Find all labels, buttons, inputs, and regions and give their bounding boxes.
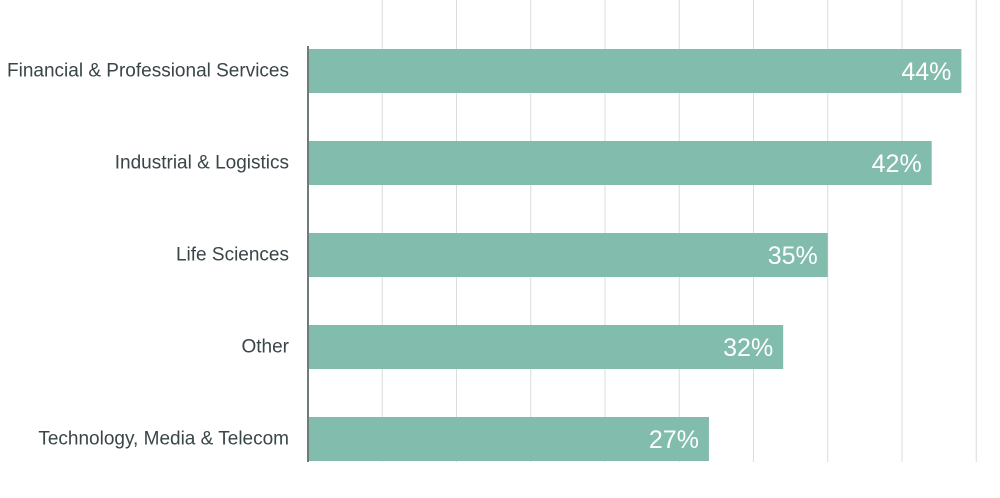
category-label: Industrial & Logistics — [115, 153, 289, 174]
value-label: 35% — [768, 242, 818, 270]
value-label: 44% — [901, 58, 951, 86]
bars — [308, 49, 962, 461]
value-label: 42% — [872, 150, 922, 178]
value-label: 27% — [649, 426, 699, 454]
category-label: Life Sciences — [176, 245, 289, 266]
bar — [308, 325, 784, 369]
category-label: Financial & Professional Services — [7, 61, 289, 82]
bar — [308, 233, 828, 277]
bar — [308, 49, 962, 93]
category-label: Other — [241, 337, 289, 358]
labels: Financial & Professional Services 44% Indu… — [7, 58, 951, 454]
bar — [308, 141, 932, 185]
bar — [308, 417, 709, 461]
category-label: Technology, Media & Telecom — [38, 429, 289, 450]
value-label: 32% — [723, 334, 773, 362]
